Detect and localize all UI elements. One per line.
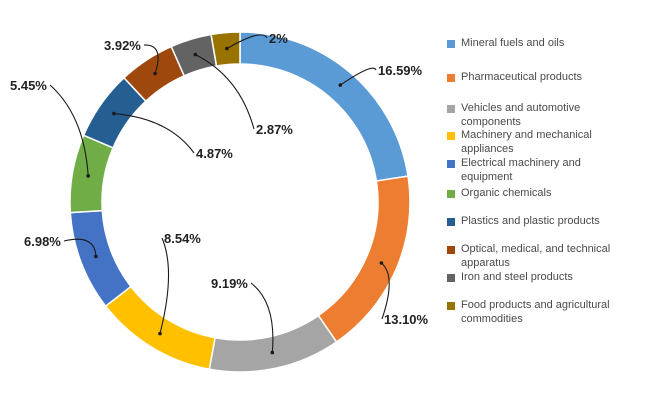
legend-swatch bbox=[447, 40, 455, 48]
legend-label-line: Plastics and plastic products bbox=[461, 215, 600, 227]
data-label-pharmaceutical-products: 13.10% bbox=[384, 312, 429, 327]
leader-line-mineral-fuels-and-oils bbox=[339, 67, 377, 86]
legend-label: Organic chemicals bbox=[461, 186, 551, 200]
slice-electrical-machinery-and-equipment bbox=[69, 209, 132, 308]
legend-label: Optical, medical, and technical apparatus bbox=[461, 242, 610, 270]
data-label-electrical-machinery-and-equipment: 6.98% bbox=[24, 234, 61, 249]
legend-label: Vehicles and automotive components bbox=[461, 101, 580, 129]
legend-item-pharmaceutical-products: Pharmaceutical products bbox=[447, 70, 647, 84]
legend-swatch bbox=[447, 218, 455, 226]
legend-item-plastics-and-plastic-products: Plastics and plastic products bbox=[447, 214, 647, 228]
legend-label-line: appliances bbox=[461, 143, 514, 155]
legend-label-line: Organic chemicals bbox=[461, 187, 552, 199]
leader-arrowhead bbox=[86, 174, 90, 178]
legend-label-line: equipment bbox=[461, 171, 513, 183]
leader-arrowhead bbox=[158, 331, 162, 336]
leader-arrowhead bbox=[225, 46, 229, 51]
legend-label: Machinery and mechanical appliances bbox=[461, 128, 592, 156]
legend-label-line: apparatus bbox=[461, 257, 510, 269]
slice-organic-chemicals bbox=[69, 134, 115, 214]
legend-swatch bbox=[447, 302, 455, 310]
legend-swatch bbox=[447, 74, 455, 82]
leader-line-machinery-and-mechanical-appliances bbox=[159, 237, 170, 334]
legend-swatch bbox=[447, 190, 455, 198]
leader-line-organic-chemicals bbox=[49, 84, 89, 176]
legend-swatch bbox=[447, 105, 455, 113]
leader-arrowhead bbox=[379, 261, 384, 265]
legend-label: Electrical machinery and equipment bbox=[461, 156, 581, 184]
data-label-machinery-and-mechanical-appliances: 8.54% bbox=[164, 231, 201, 246]
legend-label-line: Optical, medical, and technical bbox=[461, 243, 611, 255]
legend-label: Plastics and plastic products bbox=[461, 214, 600, 228]
data-labels: 16.59% 13.10% 9.19% 8.54% 6.98% 5.45% 4.87% 3.9… bbox=[10, 31, 429, 327]
legend-label: Mineral fuels and oils bbox=[461, 36, 564, 50]
data-label-mineral-fuels-and-oils: 16.59% bbox=[378, 63, 423, 78]
leader-line-electrical-machinery-and-equipment bbox=[63, 238, 97, 257]
data-label-iron-and-steel-products: 2.87% bbox=[256, 122, 293, 137]
legend-item-vehicles-and-automotive-components: Vehicles and automotive components bbox=[447, 101, 647, 129]
leader-line-food-products-and-agricultural-commodities bbox=[226, 34, 268, 50]
data-label-food-products-and-agricultural-commodities: 2% bbox=[269, 31, 288, 46]
leader-lines bbox=[49, 34, 390, 355]
legend-item-iron-and-steel-products: Iron and steel products bbox=[447, 270, 647, 284]
legend-label: Food products and agricultural commoditie… bbox=[461, 298, 610, 326]
legend-swatch bbox=[447, 160, 455, 168]
legend-label-line: Machinery and mechanical bbox=[461, 129, 592, 141]
data-label-vehicles-and-automotive-components: 9.19% bbox=[211, 276, 248, 291]
legend-swatch bbox=[447, 132, 455, 140]
leader-line-plastics-and-plastic-products bbox=[113, 113, 195, 154]
legend-swatch bbox=[447, 246, 455, 254]
leader-arrowhead bbox=[193, 52, 198, 57]
legend-label: Iron and steel products bbox=[461, 270, 573, 284]
slice-machinery-and-mechanical-appliances bbox=[104, 285, 216, 371]
data-label-plastics-and-plastic-products: 4.87% bbox=[196, 146, 233, 161]
leader-line-iron-and-steel-products bbox=[195, 54, 255, 130]
legend-item-mineral-fuels-and-oils: Mineral fuels and oils bbox=[447, 36, 647, 50]
legend-label-line: Food products and agricultural bbox=[461, 299, 610, 311]
legend-label-line: Iron and steel products bbox=[461, 271, 573, 283]
legend-label-line: Pharmaceutical products bbox=[461, 71, 583, 83]
legend-swatch bbox=[447, 274, 455, 282]
donut-slices bbox=[69, 31, 411, 373]
legend-label: Pharmaceutical products bbox=[461, 70, 582, 84]
legend-item-optical-medical-and-technical-apparatus: Optical, medical, and technical apparatus bbox=[447, 242, 647, 270]
legend-label-line: components bbox=[461, 116, 521, 128]
leader-line-vehicles-and-automotive-components bbox=[250, 282, 274, 353]
slice-mineral-fuels-and-oils bbox=[239, 31, 409, 182]
leader-arrowhead bbox=[270, 350, 275, 355]
data-label-optical-medical-and-technical-apparatus: 3.92% bbox=[104, 38, 141, 53]
legend-item-organic-chemicals: Organic chemicals bbox=[447, 186, 647, 200]
legend-item-electrical-machinery-and-equipment: Electrical machinery and equipment bbox=[447, 156, 647, 184]
data-label-organic-chemicals: 5.45% bbox=[10, 78, 47, 93]
leader-arrowhead bbox=[338, 83, 343, 87]
legend-item-food-products-and-agricultural-commodities: Food products and agricultural commoditie… bbox=[447, 298, 647, 326]
legend-label-line: Vehicles and automotive bbox=[461, 102, 581, 114]
leader-arrowhead bbox=[94, 254, 98, 259]
legend-label-line: Electrical machinery and bbox=[461, 157, 581, 169]
legend-label-line: Mineral fuels and oils bbox=[461, 37, 565, 49]
legend-label-line: commodities bbox=[461, 313, 523, 325]
leader-line-pharmaceutical-products bbox=[381, 262, 390, 320]
legend-item-machinery-and-mechanical-appliances: Machinery and mechanical appliances bbox=[447, 128, 647, 156]
leader-line-optical-medical-and-technical-apparatus bbox=[143, 44, 159, 74]
leader-arrowhead bbox=[153, 71, 157, 76]
leader-arrowhead bbox=[112, 111, 116, 116]
